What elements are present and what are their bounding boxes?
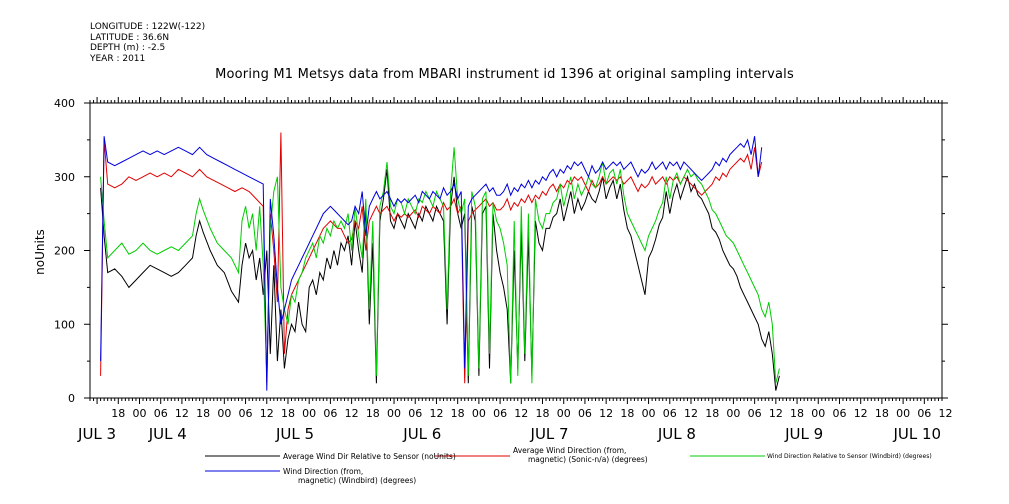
- x-day-label: JUL 4: [148, 425, 187, 443]
- meta-year: YEAR : 2011: [90, 53, 146, 64]
- x-tick-label: 00: [472, 407, 486, 420]
- x-tick-label: 06: [154, 407, 168, 420]
- y-tick-label: 200: [54, 245, 75, 258]
- x-day-label: JUL 3: [77, 425, 116, 443]
- x-day-label: JUL 5: [275, 425, 314, 443]
- x-tick-label: 12: [854, 407, 868, 420]
- x-tick-label: 06: [493, 407, 507, 420]
- x-tick-label: 18: [281, 407, 295, 420]
- x-tick-label: 00: [811, 407, 825, 420]
- x-tick-label: 18: [451, 407, 465, 420]
- series-layer: [100, 132, 780, 391]
- x-tick-label: 06: [748, 407, 762, 420]
- y-tick-label: 300: [54, 171, 75, 184]
- x-tick-label: 06: [239, 407, 253, 420]
- x-tick-label: 18: [620, 407, 634, 420]
- series-line-4: [100, 136, 763, 391]
- x-tick-label: 18: [875, 407, 889, 420]
- legend-label-series-4: Wind Direction (from, magnetic) (Windbir…: [283, 467, 417, 485]
- legend: [205, 455, 765, 472]
- meta-longitude: LONGITUDE : 122W(-122): [90, 22, 206, 32]
- chart-title: Mooring M1 Metsys data from MBARI instru…: [215, 67, 794, 82]
- legend-label-series-3: Wind Direction Relative to Sensor (Windb…: [767, 453, 932, 460]
- series-line-1: [100, 169, 780, 391]
- x-tick-label: 12: [514, 407, 528, 420]
- x-tick-label: 12: [345, 407, 359, 420]
- x-tick-label: 18: [536, 407, 550, 420]
- x-tick-label: 06: [578, 407, 592, 420]
- x-tick-label: 18: [790, 407, 804, 420]
- y-axis-label: noUnits: [33, 229, 47, 275]
- x-tick-label: 18: [111, 407, 125, 420]
- meta-depth: DEPTH (m) : -2.5: [90, 43, 166, 53]
- x-tick-label: 06: [408, 407, 422, 420]
- axis-layer: 0 100 200 300 400 18 00 06 12 18 00 06 12 18 00 06 12 18 0…: [54, 97, 953, 443]
- x-day-label: JUL 6: [402, 425, 441, 443]
- x-tick-label: 12: [939, 407, 953, 420]
- x-tick-label: 00: [132, 407, 146, 420]
- x-tick-label: 18: [196, 407, 210, 420]
- x-tick-label: 12: [599, 407, 613, 420]
- x-day-label: JUL 7: [530, 425, 569, 443]
- y-tick-label: 0: [68, 392, 75, 405]
- x-tick-label: 12: [684, 407, 698, 420]
- x-tick-label: 12: [175, 407, 189, 420]
- x-tick-label: 00: [726, 407, 740, 420]
- meta-latitude: LATITUDE : 36.6N: [90, 32, 170, 43]
- x-tick-label: 06: [663, 407, 677, 420]
- x-day-label: JUL 8: [657, 425, 696, 443]
- x-tick-label: 00: [302, 407, 316, 420]
- x-tick-label: 00: [896, 407, 910, 420]
- x-tick-label: 12: [429, 407, 443, 420]
- y-tick-label: 400: [54, 97, 75, 110]
- x-tick-label: 00: [642, 407, 656, 420]
- series-line-3: [100, 147, 780, 384]
- legend-label-series-1: Average Wind Dir Relative to Sensor (noU…: [283, 452, 456, 461]
- legend-label-series-2: Average Wind Direction (from, magnetic) …: [513, 446, 648, 464]
- x-tick-label: 12: [769, 407, 783, 420]
- x-tick-label: 06: [917, 407, 931, 420]
- plot-frame: [89, 102, 943, 399]
- x-tick-label: 06: [832, 407, 846, 420]
- x-tick-label: 18: [705, 407, 719, 420]
- x-day-label: JUL 9: [784, 425, 823, 443]
- metadata-block: LONGITUDE : 122W(-122) LATITUDE : 36.6N …: [90, 22, 205, 64]
- series-line-2: [100, 132, 763, 384]
- x-tick-label: 06: [323, 407, 337, 420]
- y-tick-label: 100: [54, 318, 75, 331]
- x-tick-label: 00: [557, 407, 571, 420]
- x-tick-label: 12: [260, 407, 274, 420]
- x-tick-label: 00: [217, 407, 231, 420]
- x-tick-label: 18: [366, 407, 380, 420]
- x-tick-label: 00: [387, 407, 401, 420]
- x-day-label: JUL 10: [892, 425, 941, 443]
